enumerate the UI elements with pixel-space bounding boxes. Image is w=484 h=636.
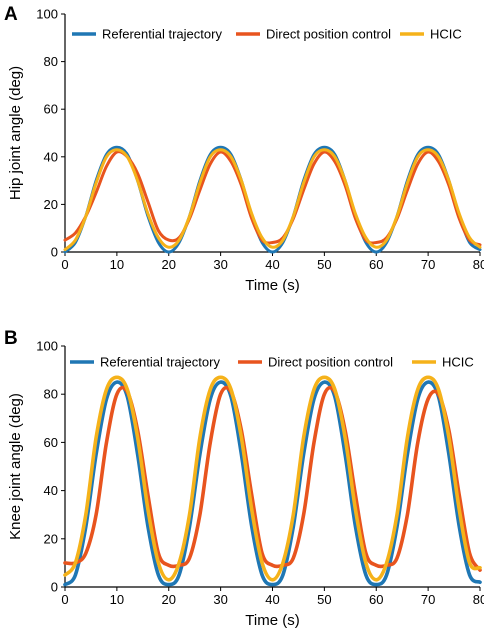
series-line-hcic-b (63, 375, 482, 582)
x-tick-label: 10 (110, 257, 124, 272)
series-line-referential-trajectory-b (63, 380, 482, 587)
series-line-hcic-a (63, 148, 482, 252)
x-tick-label: 0 (61, 257, 68, 272)
x-tick-label: 10 (110, 592, 124, 607)
x-axis-label-b: Time (s) (245, 612, 299, 629)
x-tick-label: 80 (473, 592, 484, 607)
panel-b: B 0 10 20 30 40 50 60 70 80 0 20 40 60 80 100 Referenti… (4, 328, 484, 629)
x-tick-label: 30 (213, 592, 227, 607)
x-tick-label: 60 (369, 592, 383, 607)
y-tick-label: 100 (36, 7, 58, 22)
panel-a-letter: A (4, 4, 18, 25)
x-tick-label: 70 (421, 257, 435, 272)
x-tick-label: 80 (473, 257, 484, 272)
y-tick-label: 60 (44, 435, 58, 450)
legend-label: Direct position control (268, 355, 393, 370)
panel-a: A 0 10 20 30 40 50 60 70 80 0 20 40 60 80 100 Referenti… (4, 4, 484, 294)
series-line-direct-position-control-a (63, 150, 482, 247)
y-tick-label: 0 (51, 580, 58, 595)
x-tick-label: 50 (317, 257, 331, 272)
plot-area-a: 0 10 20 30 40 50 60 70 80 0 20 40 60 80 100 Referential… (36, 7, 484, 273)
legend-label: Direct position control (266, 27, 391, 42)
y-axis-label-b: Knee joint angle (deg) (7, 393, 24, 540)
x-axis-label-a: Time (s) (245, 277, 299, 294)
x-tick-label: 70 (421, 592, 435, 607)
x-tick-label: 50 (317, 592, 331, 607)
y-tick-label: 20 (44, 197, 58, 212)
y-tick-label: 20 (44, 531, 58, 546)
x-tick-label: 60 (369, 257, 383, 272)
x-tick-label: 40 (265, 257, 279, 272)
y-tick-label: 80 (44, 54, 58, 69)
y-tick-label: 40 (44, 483, 58, 498)
legend-label: HCIC (430, 27, 462, 42)
y-axis-label-a: Hip joint angle (deg) (7, 66, 24, 200)
y-tick-label: 60 (44, 102, 58, 117)
x-tick-label: 20 (162, 257, 176, 272)
series-line-direct-position-control-b (63, 385, 482, 572)
x-tick-label: 40 (265, 592, 279, 607)
plot-area-b: 0 10 20 30 40 50 60 70 80 0 20 40 60 80 100 Referential… (36, 339, 484, 608)
y-tick-label: 80 (44, 387, 58, 402)
legend-label: HCIC (442, 355, 474, 370)
legend-label: Referential trajectory (102, 27, 222, 42)
legend-label: Referential trajectory (100, 355, 220, 370)
y-tick-label: 100 (36, 339, 58, 354)
x-tick-label: 0 (61, 592, 68, 607)
panel-b-letter: B (4, 328, 18, 349)
x-tick-label: 20 (162, 592, 176, 607)
y-tick-label: 0 (51, 245, 58, 260)
y-tick-label: 40 (44, 149, 58, 164)
x-tick-label: 30 (213, 257, 227, 272)
